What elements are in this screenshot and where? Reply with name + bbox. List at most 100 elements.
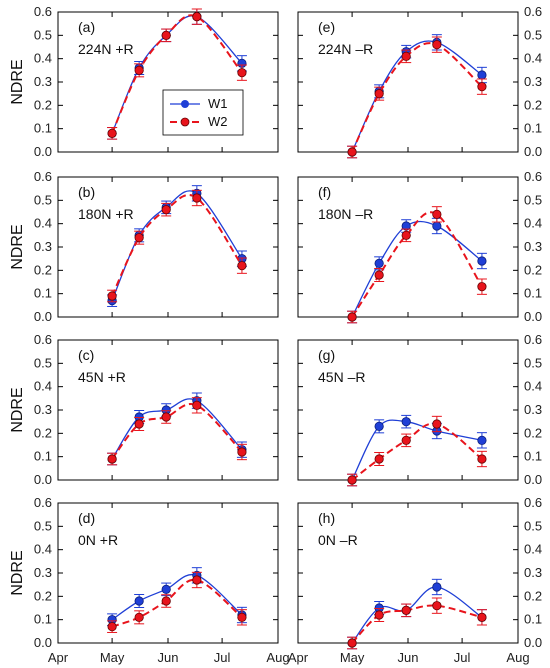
data-point-W2 bbox=[477, 454, 487, 464]
y-axis-label: NDRE bbox=[9, 550, 26, 595]
x-tick-label: May bbox=[100, 650, 125, 665]
y-tick-label: 0.5 bbox=[34, 192, 52, 207]
y-tick-label: 0.2 bbox=[524, 588, 542, 603]
panel-letter: (d) bbox=[78, 510, 95, 526]
data-point-W2 bbox=[161, 596, 171, 606]
panel-treatment: 224N –R bbox=[318, 41, 373, 57]
data-point-W2 bbox=[374, 89, 384, 99]
y-tick-label: 0.1 bbox=[524, 612, 542, 627]
y-tick-label: 0.2 bbox=[34, 425, 52, 440]
x-tick-label: Jul bbox=[214, 650, 231, 665]
y-tick-label: 0.5 bbox=[524, 27, 542, 42]
data-point-W2 bbox=[432, 601, 442, 611]
panel-treatment: 0N –R bbox=[318, 532, 358, 548]
panel-b: 0.0 0.1 0.2 0.3 0.4 0.5 0.6 NDRE (b) 180N +R bbox=[9, 169, 279, 324]
y-tick-label: 0.0 bbox=[524, 472, 542, 487]
y-tick-label: 0.6 bbox=[34, 4, 52, 19]
y-tick-label: 0.6 bbox=[524, 169, 542, 184]
y-tick-label: 0.0 bbox=[34, 472, 52, 487]
y-tick-label: 0.3 bbox=[34, 239, 52, 254]
panel-treatment: 45N +R bbox=[78, 369, 126, 385]
series-line-W2 bbox=[111, 578, 243, 628]
data-point-W2 bbox=[192, 400, 202, 410]
y-tick-label: 0.1 bbox=[524, 121, 542, 136]
y-axis-label: NDRE bbox=[9, 224, 26, 269]
y-tick-label: 0.0 bbox=[34, 144, 52, 159]
y-tick-label: 0.5 bbox=[524, 192, 542, 207]
y-tick-label: 0.4 bbox=[524, 542, 542, 557]
y-tick-label: 0.6 bbox=[34, 332, 52, 347]
panel-g: 0.0 0.1 0.2 0.3 0.4 0.5 0.6 (g) 45N –R bbox=[297, 332, 542, 487]
y-axis-label: NDRE bbox=[9, 387, 26, 432]
y-tick-label: 0.5 bbox=[34, 518, 52, 533]
y-tick-label: 0.1 bbox=[34, 449, 52, 464]
y-tick-label: 0.4 bbox=[34, 51, 52, 66]
data-point-W2 bbox=[192, 12, 202, 22]
y-tick-label: 0.2 bbox=[34, 97, 52, 112]
data-point-W2 bbox=[192, 575, 202, 585]
data-point-W2 bbox=[477, 612, 487, 622]
y-tick-label: 0.2 bbox=[524, 425, 542, 440]
y-tick-label: 0.1 bbox=[524, 286, 542, 301]
y-tick-label: 0.4 bbox=[34, 379, 52, 394]
y-tick-label: 0.0 bbox=[524, 309, 542, 324]
series-line-W2 bbox=[351, 604, 483, 644]
panel-e: 0.0 0.1 0.2 0.3 0.4 0.5 0.6 (e) 224N –R bbox=[297, 4, 542, 159]
data-point-W1 bbox=[401, 417, 411, 427]
y-tick-label: 0.3 bbox=[34, 402, 52, 417]
data-point-W2 bbox=[347, 638, 357, 648]
legend-label-w2: W2 bbox=[208, 114, 228, 129]
data-point-W2 bbox=[477, 82, 487, 92]
data-point-W2 bbox=[432, 40, 442, 50]
data-point-W2 bbox=[134, 233, 144, 243]
panel-treatment: 180N –R bbox=[318, 206, 373, 222]
y-tick-label: 0.1 bbox=[34, 612, 52, 627]
x-tick-label: May bbox=[340, 650, 365, 665]
legend-box bbox=[162, 89, 244, 136]
y-tick-label: 0.0 bbox=[34, 635, 52, 650]
panel-letter: (c) bbox=[78, 347, 94, 363]
data-point-W1 bbox=[432, 582, 442, 592]
data-point-W2 bbox=[432, 209, 442, 219]
y-tick-label: 0.4 bbox=[524, 379, 542, 394]
data-point-W2 bbox=[107, 291, 117, 301]
y-tick-label: 0.5 bbox=[524, 518, 542, 533]
y-tick-label: 0.3 bbox=[34, 565, 52, 580]
y-tick-label: 0.2 bbox=[524, 262, 542, 277]
series-line-W2 bbox=[111, 403, 243, 460]
data-point-W1 bbox=[374, 421, 384, 431]
data-point-W2 bbox=[237, 68, 247, 78]
data-point-W2 bbox=[401, 51, 411, 61]
legend-marker-w1 bbox=[181, 100, 189, 108]
data-point-W1 bbox=[134, 596, 144, 606]
y-tick-label: 0.4 bbox=[524, 216, 542, 231]
y-tick-label: 0.1 bbox=[34, 121, 52, 136]
y-tick-label: 0.6 bbox=[524, 4, 542, 19]
data-point-W2 bbox=[347, 312, 357, 322]
data-point-W1 bbox=[477, 256, 487, 266]
data-point-W2 bbox=[134, 65, 144, 75]
data-point-W1 bbox=[161, 584, 171, 594]
panel-treatment: 45N –R bbox=[318, 369, 365, 385]
legend-label-w1: W1 bbox=[208, 96, 228, 111]
series-line-W1 bbox=[111, 573, 243, 621]
y-tick-label: 0.2 bbox=[524, 97, 542, 112]
x-tick-label: Jul bbox=[454, 650, 471, 665]
series-line-W1 bbox=[351, 220, 483, 318]
y-tick-label: 0.3 bbox=[524, 74, 542, 89]
data-point-W2 bbox=[161, 30, 171, 40]
y-tick-label: 0.6 bbox=[34, 495, 52, 510]
panel-f: 0.0 0.1 0.2 0.3 0.4 0.5 0.6 (f) 180N –R bbox=[297, 169, 542, 324]
data-point-W1 bbox=[432, 221, 442, 231]
panel-letter: (b) bbox=[78, 184, 95, 200]
panel-treatment: 0N +R bbox=[78, 532, 118, 548]
y-tick-label: 0.0 bbox=[524, 144, 542, 159]
panel-letter: (e) bbox=[318, 19, 335, 35]
data-point-W2 bbox=[374, 270, 384, 280]
data-point-W1 bbox=[477, 435, 487, 445]
x-tick-label: Apr bbox=[288, 650, 309, 665]
y-tick-label: 0.0 bbox=[524, 635, 542, 650]
data-point-W2 bbox=[374, 610, 384, 620]
